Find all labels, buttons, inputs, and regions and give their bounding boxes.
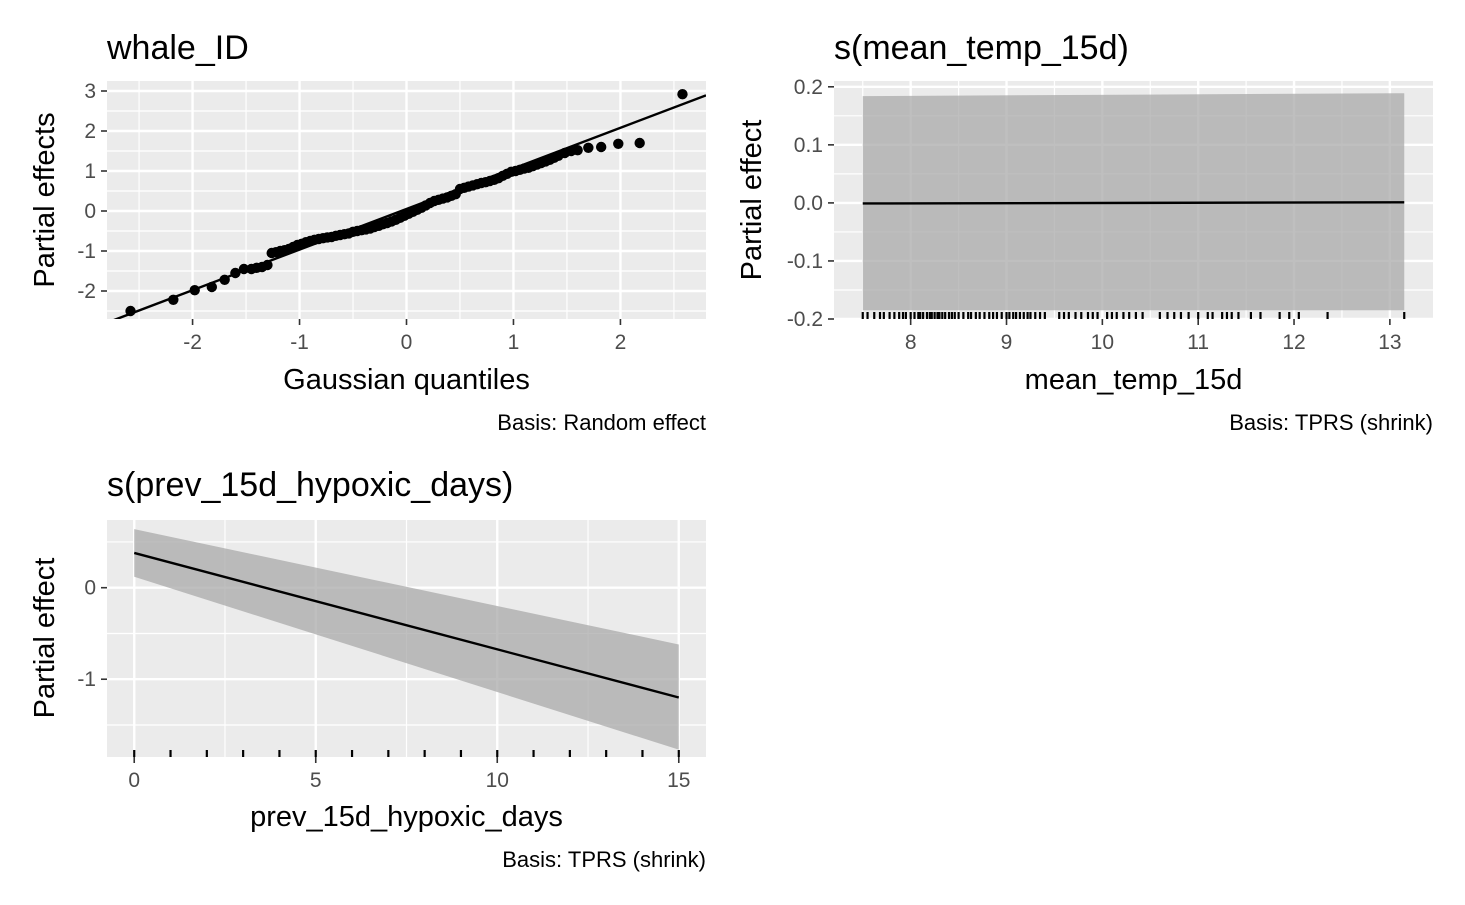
x-axis-title: prev_15d_hypoxic_days — [250, 801, 563, 833]
panel-title: s(mean_temp_15d) — [834, 29, 1129, 67]
y-axis-title: Partial effect — [736, 120, 768, 281]
x-axis-title: Gaussian quantiles — [283, 364, 530, 396]
panel-whale-id: whale_ID -2 -1 0 1 2 -2 -1 0 1 2 3 Gaussian quant… — [29, 29, 706, 435]
fit-lines — [862, 201, 1405, 205]
x-tick-label: -2 — [183, 331, 202, 354]
data-point — [583, 142, 594, 153]
y-tick-label: -1 — [77, 240, 96, 263]
data-point — [262, 259, 273, 271]
fit-line — [133, 551, 680, 699]
panel-prev-hypoxic-days: s(prev_15d_hypoxic_days) 0 5 10 15 -1 0 prev… — [29, 466, 706, 872]
x-axis-title: mean_temp_15d — [1025, 364, 1243, 396]
x-axis-ticks: 0 5 10 15 — [128, 757, 690, 792]
y-axis-ticks: -0.2 -0.1 0.0 0.1 0.2 — [787, 76, 834, 331]
fit-line — [862, 201, 1405, 205]
data-point — [189, 285, 200, 296]
y-tick-label: 0.1 — [794, 134, 823, 157]
panel-mean-temp: s(mean_temp_15d) 8 9 10 11 12 13 -0.2 -0.1 0.0 0… — [736, 29, 1433, 435]
fit-lines — [133, 551, 680, 699]
data-point — [125, 305, 136, 317]
y-tick-label: -1 — [77, 668, 96, 691]
grid-lines — [107, 81, 706, 319]
x-axis-ticks: 8 9 10 11 12 13 — [905, 319, 1402, 354]
confidence-band-area — [134, 529, 679, 750]
y-tick-label: 2 — [84, 120, 96, 143]
basis-caption: Basis: TPRS (shrink) — [502, 847, 706, 872]
fit-lines — [113, 94, 706, 319]
y-tick-label: -0.2 — [787, 308, 823, 331]
y-tick-label: 0.2 — [794, 76, 823, 99]
data-points — [125, 89, 688, 317]
x-tick-label: 12 — [1282, 331, 1305, 354]
confidence-band — [134, 529, 679, 750]
y-tick-label: -2 — [77, 280, 96, 303]
x-tick-label: -1 — [290, 331, 309, 354]
y-axis-title: Partial effects — [29, 112, 61, 287]
data-point — [230, 267, 241, 279]
data-point — [219, 274, 230, 285]
y-tick-label: 0 — [84, 200, 96, 223]
data-point — [634, 137, 645, 149]
reference-line — [113, 94, 706, 319]
x-tick-label: 11 — [1187, 331, 1209, 354]
x-tick-label: 9 — [1001, 331, 1013, 354]
x-tick-label: 15 — [667, 769, 690, 792]
y-tick-label: -0.1 — [787, 250, 823, 273]
x-axis-ticks: -2 -1 0 1 2 — [183, 319, 626, 354]
y-tick-label: 0.0 — [794, 192, 823, 215]
y-axis-title: Partial effect — [29, 558, 61, 719]
x-tick-label: 13 — [1378, 331, 1401, 354]
x-tick-label: 2 — [615, 331, 627, 354]
x-tick-label: 8 — [905, 331, 917, 354]
rug-marks — [861, 312, 1406, 319]
x-tick-label: 1 — [508, 331, 520, 354]
y-tick-label: 1 — [84, 160, 96, 183]
data-point — [572, 145, 583, 156]
data-point — [613, 138, 624, 149]
basis-caption: Basis: Random effect — [497, 410, 706, 435]
y-tick-label: 3 — [84, 80, 96, 103]
x-tick-label: 5 — [310, 769, 322, 792]
data-point — [168, 294, 179, 305]
data-point — [206, 281, 218, 293]
panel-title: whale_ID — [106, 29, 249, 67]
data-point — [595, 141, 607, 153]
basis-caption: Basis: TPRS (shrink) — [1229, 410, 1433, 435]
x-tick-label: 0 — [401, 331, 413, 354]
x-tick-label: 10 — [486, 769, 509, 792]
x-tick-label: 0 — [128, 769, 140, 792]
data-point — [677, 89, 688, 100]
x-tick-label: 10 — [1091, 331, 1114, 354]
rug-marks — [133, 750, 680, 757]
y-tick-label: 0 — [84, 577, 96, 600]
data-point — [238, 263, 250, 275]
panel-title: s(prev_15d_hypoxic_days) — [107, 466, 513, 504]
y-axis-ticks: -2 -1 0 1 2 3 — [77, 80, 107, 303]
y-axis-ticks: -1 0 — [77, 577, 107, 691]
